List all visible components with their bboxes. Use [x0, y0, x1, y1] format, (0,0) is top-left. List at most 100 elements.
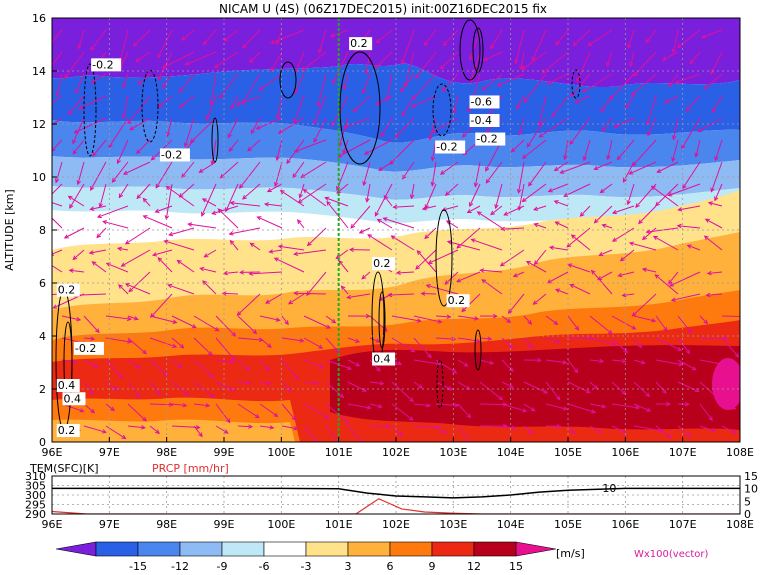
vector-arrow-head	[229, 200, 235, 206]
vector-arrow-head	[294, 375, 299, 381]
vector-arrow-head	[551, 112, 556, 118]
surface-x-tick-label: 107E	[669, 518, 697, 531]
vector-arrow	[237, 315, 257, 334]
vector-arrow	[470, 51, 481, 83]
surface-panel: TEM(SFC)[K] PRCP [mm/hr] 10 96E 97E 98E 99E…	[25, 462, 758, 531]
vector-arrow-head	[623, 348, 629, 354]
vector-arrow	[632, 139, 657, 167]
vector-arrow	[440, 51, 459, 70]
vector-arrow-head	[46, 200, 50, 203]
vector-arrow-head	[681, 144, 686, 150]
vector-arrow-head	[168, 402, 174, 407]
contour-label: -0.2	[92, 58, 113, 71]
vector-arrow-head	[172, 319, 178, 324]
vector-arrow-head	[582, 156, 588, 162]
vector-arrow-head	[155, 183, 160, 189]
vector-arrow	[122, 73, 129, 88]
vector-arrow-head	[485, 166, 490, 172]
vector-arrow	[629, 161, 657, 175]
vector-arrow-head	[496, 82, 502, 87]
vector-arrow	[642, 268, 657, 273]
vector-arrow	[500, 249, 525, 267]
vector-arrow	[280, 190, 305, 207]
vector-arrow	[401, 95, 415, 117]
vector-arrow	[609, 73, 635, 101]
vector-arrow	[435, 337, 456, 340]
vector-arrow	[706, 293, 723, 296]
vector-arrow	[501, 403, 527, 412]
vector-arrow-head	[628, 170, 634, 175]
vector-arrow-head	[191, 324, 197, 329]
vector-arrow	[518, 183, 525, 211]
vector-arrow	[155, 205, 173, 213]
vector-arrow	[353, 95, 371, 112]
vector-arrow	[402, 161, 415, 180]
vector-arrow	[386, 73, 393, 101]
y-tick-label: 0	[39, 436, 46, 449]
vector-arrow	[378, 161, 393, 171]
vector-arrow-head	[375, 367, 381, 372]
vector-arrow-head	[528, 344, 533, 349]
vector-arrow	[479, 359, 494, 364]
vector-arrow	[646, 95, 657, 125]
temperature-series-line	[52, 487, 740, 499]
vector-arrow	[435, 315, 451, 318]
vector-arrow-head	[78, 105, 84, 110]
vector-arrow-head	[347, 365, 353, 371]
vector-arrow	[259, 381, 271, 385]
vector-arrow-head	[723, 336, 729, 341]
vector-arrow	[215, 381, 235, 392]
contour-label: 0.4	[58, 379, 76, 392]
vector-arrow-head	[706, 270, 712, 276]
vector-arrow-head	[52, 251, 55, 256]
vector-arrow-head	[714, 156, 719, 162]
vector-arrow	[523, 425, 533, 434]
colorbar-swatch	[347, 541, 391, 557]
vector-arrow	[108, 117, 129, 148]
vector-arrow-head	[245, 366, 251, 372]
vector-arrow	[501, 227, 525, 230]
vector-arrow	[223, 271, 239, 274]
vector-arrow-head	[734, 352, 740, 358]
vector-arrow-head	[533, 260, 539, 266]
vector-arrow-head	[142, 215, 148, 220]
surface-axes: 96E 97E 98E 99E 100E 101E 102E 103E 104E 105E 106E…	[25, 470, 758, 531]
vector-arrow-head	[162, 83, 167, 89]
vector-arrow-head	[703, 84, 709, 90]
vector-arrow	[179, 183, 195, 198]
vector-arrow	[128, 271, 151, 293]
vector-arrow	[325, 315, 336, 324]
vector-arrow	[249, 51, 261, 63]
vector-arrow-head	[217, 208, 223, 214]
vector-arrow	[274, 257, 305, 273]
vector-arrow	[446, 220, 459, 229]
vector-arrow	[563, 183, 591, 197]
vector-arrow	[651, 185, 679, 207]
vector-arrow	[125, 227, 151, 245]
vector-arrow	[193, 337, 213, 356]
vector-arrow-head	[63, 234, 69, 239]
vector-arrow-head	[275, 317, 281, 322]
vector-arrow-head	[674, 79, 680, 84]
vector-arrow	[149, 337, 177, 348]
vector-arrow-head	[225, 207, 230, 213]
vector-arrow	[539, 117, 569, 138]
vector-arrow-head	[621, 292, 627, 298]
vector-arrow	[490, 29, 503, 49]
vector-arrow-head	[331, 121, 336, 127]
vector-arrow-head	[379, 381, 385, 386]
contour-label-bg	[56, 379, 80, 392]
vector-arrow	[622, 293, 635, 297]
vector-arrow	[435, 403, 459, 406]
vector-arrow-head	[223, 37, 229, 42]
vector-arrow-head	[76, 180, 81, 186]
vector-arrow	[404, 51, 415, 87]
vector-arrow	[347, 293, 371, 299]
vector-arrow-head	[319, 445, 323, 449]
vector-arrow-head	[277, 244, 283, 249]
vector-arrow	[214, 51, 239, 69]
vector-arrow-head	[270, 39, 276, 45]
vector-arrow-head	[627, 44, 632, 50]
contour-label: 0.2	[373, 257, 391, 270]
surface-plot-frame	[51, 475, 741, 515]
